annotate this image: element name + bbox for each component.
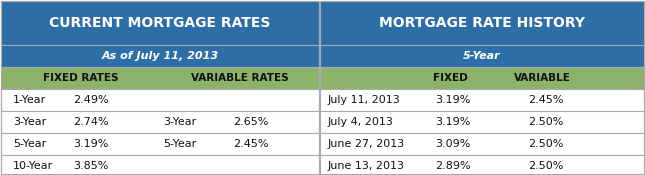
Text: 5-Year: 5-Year	[13, 139, 46, 149]
Text: July 4, 2013: July 4, 2013	[328, 117, 394, 127]
Text: 2.45%: 2.45%	[528, 95, 564, 105]
Bar	[1, 111, 319, 133]
Bar	[1, 155, 319, 175]
Text: FIXED RATES: FIXED RATES	[43, 73, 118, 83]
Bar	[1, 133, 319, 155]
Bar	[1, 45, 319, 67]
Text: MORTGAGE RATE HISTORY: MORTGAGE RATE HISTORY	[379, 16, 585, 30]
Text: 3-Year: 3-Year	[163, 117, 196, 127]
Bar	[320, 155, 644, 175]
Bar	[1, 1, 319, 45]
Text: CURRENT MORTGAGE RATES: CURRENT MORTGAGE RATES	[49, 16, 271, 30]
Bar	[320, 1, 644, 45]
Text: FIXED: FIXED	[433, 73, 468, 83]
Bar	[320, 111, 644, 133]
Text: 2.89%: 2.89%	[435, 161, 471, 171]
Text: 2.50%: 2.50%	[528, 161, 563, 171]
Text: June 13, 2013: June 13, 2013	[328, 161, 405, 171]
Bar	[320, 133, 644, 155]
Text: 10-Year: 10-Year	[13, 161, 54, 171]
Text: June 27, 2013: June 27, 2013	[328, 139, 405, 149]
Text: 3.19%: 3.19%	[73, 139, 108, 149]
Text: 3-Year: 3-Year	[13, 117, 46, 127]
Text: 5-Year: 5-Year	[163, 139, 196, 149]
Text: VARIABLE RATES: VARIABLE RATES	[191, 73, 288, 83]
Bar	[1, 89, 319, 111]
Text: 2.50%: 2.50%	[528, 139, 563, 149]
Text: 3.19%: 3.19%	[435, 95, 470, 105]
Text: 1-Year: 1-Year	[13, 95, 46, 105]
Text: 3.19%: 3.19%	[435, 117, 470, 127]
Bar	[320, 67, 644, 89]
Text: 2.50%: 2.50%	[528, 117, 563, 127]
Bar	[320, 45, 644, 67]
Text: 2.49%: 2.49%	[73, 95, 108, 105]
Text: 2.65%: 2.65%	[233, 117, 268, 127]
Bar	[320, 89, 644, 111]
Bar	[1, 67, 319, 89]
Text: 2.45%: 2.45%	[233, 139, 268, 149]
Text: 3.85%: 3.85%	[73, 161, 108, 171]
Text: VARIABLE: VARIABLE	[513, 73, 570, 83]
Text: 5-Year: 5-Year	[463, 51, 501, 61]
Text: July 11, 2013: July 11, 2013	[328, 95, 401, 105]
Text: 2.74%: 2.74%	[73, 117, 108, 127]
Text: As of July 11, 2013: As of July 11, 2013	[101, 51, 219, 61]
Text: 3.09%: 3.09%	[435, 139, 470, 149]
